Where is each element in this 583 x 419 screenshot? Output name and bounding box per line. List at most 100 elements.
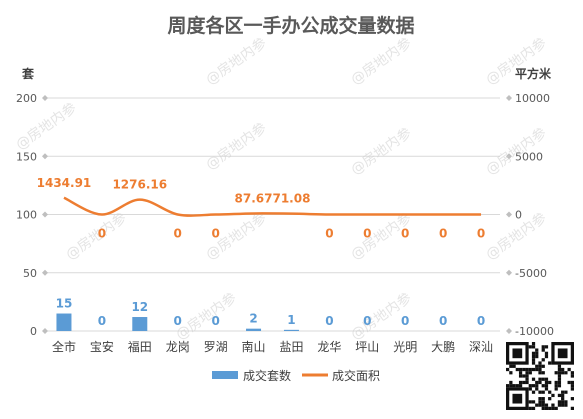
qr-module bbox=[570, 380, 574, 385]
qr-module bbox=[518, 384, 523, 388]
qr-module bbox=[528, 406, 532, 410]
bar-data-label: 0 bbox=[477, 314, 485, 328]
qr-module bbox=[554, 384, 558, 388]
qr-module bbox=[518, 367, 523, 372]
watermark-text: @房地内参 bbox=[348, 124, 415, 178]
qr-module bbox=[518, 380, 523, 385]
line-data-label: 0 bbox=[477, 227, 485, 241]
qr-module bbox=[531, 400, 536, 404]
qr-module bbox=[570, 387, 574, 391]
qr-module bbox=[561, 367, 565, 372]
qr-module bbox=[531, 406, 536, 410]
line-data-label: 71.08 bbox=[272, 192, 310, 206]
qr-module bbox=[531, 361, 536, 365]
qr-module bbox=[531, 358, 536, 362]
line-data-label: 0 bbox=[325, 227, 333, 241]
qr-module bbox=[535, 348, 539, 352]
qr-module bbox=[548, 380, 552, 385]
line-data-label: 1434.91 bbox=[37, 176, 92, 190]
qr-module bbox=[554, 380, 558, 385]
legend-swatch-bar bbox=[212, 371, 238, 379]
qr-module bbox=[538, 380, 542, 385]
x-tick-label: 全市 bbox=[52, 339, 76, 354]
qr-module bbox=[515, 367, 519, 372]
line-data-label: 87.67 bbox=[235, 191, 273, 205]
bar-data-label: 15 bbox=[56, 297, 73, 311]
qr-finder-core bbox=[512, 348, 523, 359]
qr-module bbox=[531, 354, 536, 359]
qr-module bbox=[548, 390, 552, 394]
y-left-axis-label: 套 bbox=[21, 66, 35, 81]
qr-module bbox=[544, 377, 549, 381]
qr-module bbox=[525, 380, 529, 385]
qr-module bbox=[509, 371, 513, 375]
qr-module bbox=[509, 364, 513, 368]
y-right-tick-marker bbox=[506, 211, 512, 218]
qr-module bbox=[561, 400, 565, 404]
qr-module bbox=[544, 406, 549, 410]
qr-module bbox=[564, 390, 568, 394]
qr-module bbox=[541, 348, 545, 352]
x-tick-label: 坪山 bbox=[355, 340, 379, 354]
qr-module bbox=[561, 403, 565, 407]
qr-module bbox=[512, 364, 516, 368]
line-data-label: 0 bbox=[439, 227, 447, 241]
y-left-tick-label: 0 bbox=[30, 325, 37, 338]
x-tick-label: 龙岗 bbox=[166, 340, 190, 354]
line-data-label: 0 bbox=[174, 227, 182, 241]
x-tick-label: 大鹏 bbox=[431, 340, 455, 354]
qr-module bbox=[509, 384, 513, 388]
qr-module bbox=[541, 384, 545, 388]
qr-module bbox=[531, 345, 536, 349]
qr-module bbox=[544, 354, 549, 359]
bar-data-label: 0 bbox=[325, 314, 333, 328]
qr-module bbox=[570, 384, 574, 388]
qr-module bbox=[541, 400, 545, 404]
y-left-tick-marker bbox=[42, 95, 48, 101]
qr-module bbox=[538, 400, 542, 404]
bar bbox=[56, 313, 72, 331]
qr-module bbox=[531, 377, 536, 381]
qr-module bbox=[531, 351, 536, 355]
qr-module bbox=[570, 406, 574, 410]
qr-module bbox=[522, 380, 526, 385]
bar-data-label: 0 bbox=[211, 314, 219, 328]
qr-module bbox=[525, 371, 529, 375]
qr-module bbox=[557, 384, 562, 388]
line-path bbox=[63, 196, 482, 217]
legend-label-line: 成交面积 bbox=[332, 368, 380, 383]
y-left-tick-marker bbox=[42, 328, 48, 334]
bar bbox=[132, 317, 148, 331]
y-right-tick-marker bbox=[506, 95, 512, 101]
qr-module bbox=[544, 380, 549, 385]
y-right-tick-label: 10000 bbox=[515, 92, 550, 105]
qr-module bbox=[557, 367, 562, 372]
qr-module bbox=[535, 367, 539, 372]
line-data-label: 0 bbox=[401, 227, 409, 241]
y-right-ticks: -10000 -5000 0 5000 10000 bbox=[506, 92, 554, 338]
bar-series bbox=[56, 313, 299, 331]
qr-module bbox=[535, 354, 539, 359]
qr-module bbox=[531, 367, 536, 372]
bar-data-label: 0 bbox=[98, 314, 106, 328]
qr-module bbox=[506, 384, 510, 388]
qr-code-image bbox=[506, 342, 574, 410]
qr-module bbox=[538, 390, 542, 394]
y-left-tick-marker bbox=[42, 211, 48, 218]
qr-module bbox=[554, 371, 558, 375]
bar-data-label: 0 bbox=[439, 314, 447, 328]
legend: 成交套数 成交面积 bbox=[212, 368, 380, 383]
qr-module bbox=[548, 397, 552, 401]
qr-module bbox=[567, 367, 571, 372]
qr-module bbox=[538, 367, 542, 372]
bar-data-label: 0 bbox=[174, 314, 182, 328]
qr-module bbox=[548, 406, 552, 410]
x-tick-label: 深汕 bbox=[469, 340, 493, 354]
qr-module bbox=[512, 384, 516, 388]
qr-module bbox=[538, 364, 542, 368]
qr-module bbox=[531, 342, 536, 346]
qr-module bbox=[525, 374, 529, 378]
qr-module bbox=[515, 384, 519, 388]
qr-module bbox=[561, 390, 565, 394]
